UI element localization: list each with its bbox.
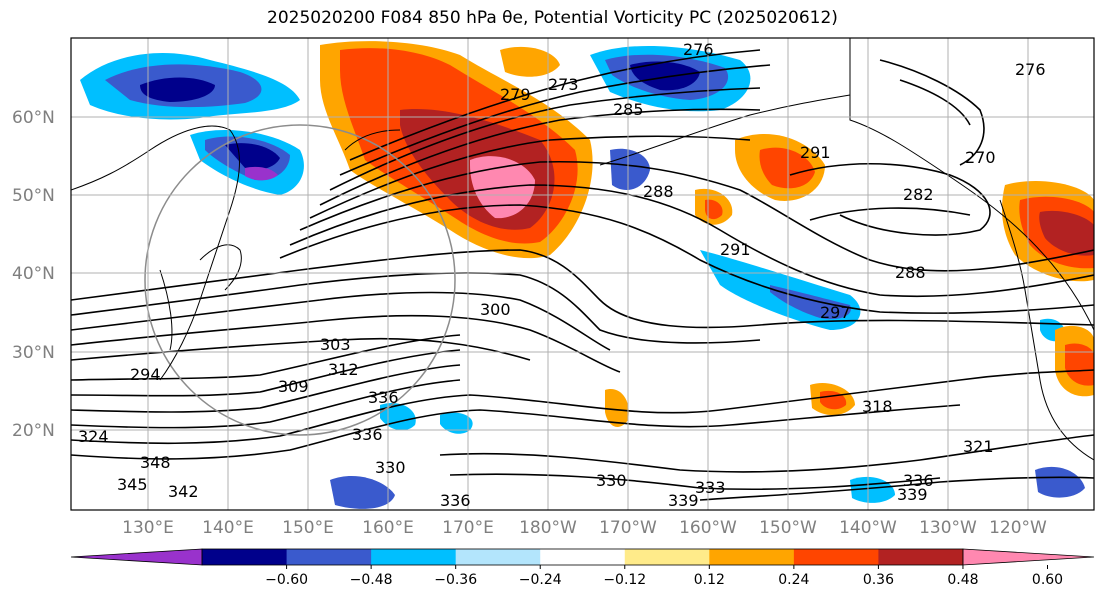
lon-label: 140°W [839, 518, 897, 538]
colorbar-segment [286, 549, 372, 565]
contour-label: 336 [368, 388, 399, 407]
colorbar-tick-label: −0.12 [603, 572, 646, 588]
contour-label: 333 [695, 478, 726, 497]
colorbar-tick-label: −0.24 [519, 572, 562, 588]
contour-label: 309 [278, 377, 309, 396]
colorbar-frame [201, 548, 964, 566]
contour-label: 300 [480, 300, 511, 319]
contour-label: 303 [320, 335, 351, 354]
contour-label: 273 [548, 75, 579, 94]
colorbar-tick-label: 0.12 [694, 572, 725, 588]
colorbar-segment [878, 549, 964, 565]
lat-label: 50°N [12, 186, 55, 206]
lat-label: 30°N [12, 343, 55, 363]
contour-label: 321 [963, 437, 994, 456]
lon-label: 170°W [599, 518, 657, 538]
lon-label: 150°E [282, 518, 334, 538]
lon-label: 150°W [759, 518, 817, 538]
colorbar-tick-label: 0.48 [947, 572, 978, 588]
region-outline [144, 124, 456, 436]
lat-label: 20°N [12, 421, 55, 441]
colorbar-tick-label: −0.36 [434, 572, 477, 588]
colorbar-tick-label: 0.36 [863, 572, 894, 588]
contour-label: 276 [1015, 60, 1046, 79]
contour-label: 330 [596, 471, 627, 490]
lon-label: 120°W [989, 518, 1047, 538]
colorbar-segment [709, 549, 795, 565]
map-frame [70, 37, 1095, 511]
colorbar: −0.60 −0.48 −0.36 −0.24 −0.12 0.12 0.24 0.36 0.4… [70, 548, 1095, 588]
colorbar-segment [624, 549, 710, 565]
contour-labels: 276 273 279 285 291 288 282 270 276 291 … [78, 40, 1046, 510]
lon-label: 170°E [442, 518, 494, 538]
contour-label: 330 [375, 458, 406, 477]
contour-label: 288 [895, 263, 926, 282]
contour-label: 288 [643, 182, 674, 201]
contour-label: 291 [800, 143, 831, 162]
contour-label: 339 [897, 485, 928, 504]
colorbar-segment [371, 549, 457, 565]
contour-label: 270 [965, 148, 996, 167]
lon-label: 140°E [202, 518, 254, 538]
contour-label: 324 [78, 427, 109, 446]
longitude-labels: 130°E 140°E 150°E 160°E 170°E 180°W 170°… [122, 518, 1047, 538]
contour-label: 339 [668, 491, 699, 510]
contour-label: 345 [117, 475, 148, 494]
map-content: 276 273 279 285 291 288 282 270 276 291 … [71, 38, 1094, 510]
lat-label: 60°N [12, 108, 55, 128]
colorbar-segment [540, 549, 626, 565]
latitude-labels: 60°N 50°N 40°N 30°N 20°N [12, 108, 55, 441]
lat-label: 40°N [12, 264, 55, 284]
lon-label: 180°W [519, 518, 577, 538]
colorbar-segment [202, 549, 288, 565]
contour-label: 297 [820, 303, 851, 322]
colorbar-tick-label: −0.60 [265, 572, 308, 588]
chart-title: 2025020200 F084 850 hPa θe, Potential Vo… [267, 8, 838, 28]
contour-label: 276 [683, 40, 714, 59]
colorbar-segment [455, 549, 541, 565]
colorbar-tick-label: 0.24 [778, 572, 809, 588]
contour-label: 282 [903, 185, 934, 204]
lon-label: 160°E [362, 518, 414, 538]
colorbar-tick-label: 0.60 [1032, 572, 1063, 588]
contour-label: 291 [720, 240, 751, 259]
contour-label: 336 [903, 471, 934, 490]
lon-label: 160°W [679, 518, 737, 538]
colorbar-extend-high [962, 548, 1095, 566]
contour-label: 279 [500, 85, 531, 104]
colorbar-extend-low [70, 548, 203, 566]
colorbar-tick-label: −0.48 [350, 572, 393, 588]
contour-label: 312 [328, 360, 359, 379]
colorbar-segment [793, 549, 879, 565]
pv-shading [80, 41, 1094, 509]
contour-label: 294 [130, 365, 161, 384]
contour-label: 336 [440, 491, 471, 510]
lon-label: 130°E [122, 518, 174, 538]
contour-label: 342 [168, 482, 199, 501]
coastlines [71, 38, 1094, 461]
contour-label: 336 [352, 425, 383, 444]
contour-label: 348 [140, 453, 171, 472]
gridlines [71, 38, 1094, 510]
contour-label: 285 [613, 100, 644, 119]
lon-label: 130°W [919, 518, 977, 538]
contour-label: 318 [862, 397, 893, 416]
